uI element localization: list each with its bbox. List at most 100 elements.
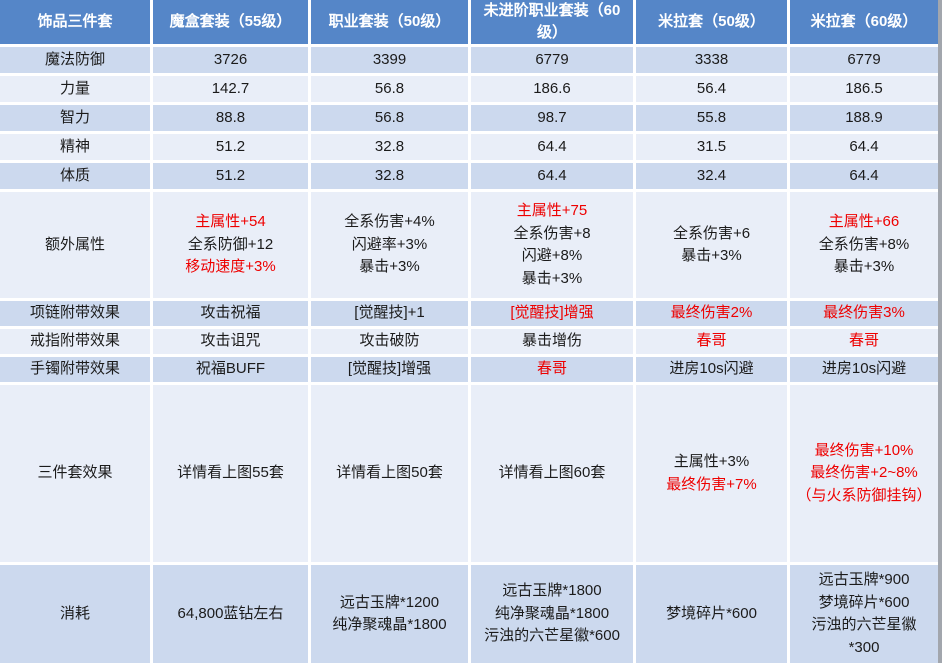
table-cell: 春哥 (790, 329, 938, 354)
table-cell: 51.2 (153, 134, 308, 160)
cell-line: 污浊的六芒星徽*600 (484, 627, 620, 645)
table-cell: 64.4 (471, 163, 633, 189)
table-cell: 远古玉牌*900 梦境碎片*600 污浊的六芒星徽 *300 (790, 565, 938, 663)
cell-line: 最终伤害+2~8% (810, 464, 918, 482)
table-cell: [觉醒技]增强 (471, 301, 633, 326)
cell-line: 全系伤害+6 (672, 224, 751, 242)
row-label-ring-effect: 戒指附带效果 (0, 329, 150, 354)
table-cell: 攻击破防 (311, 329, 468, 354)
cell-line: 64,800蓝钻左右 (177, 604, 284, 622)
table-cell: 32.8 (311, 134, 468, 160)
table-cell: 186.6 (471, 76, 633, 102)
cell-line: 全系伤害+8 (513, 224, 591, 242)
row-label-cost: 消耗 (0, 565, 150, 663)
header-mira-set-60: 米拉套（60级） (790, 0, 938, 44)
cell-line: 最终伤害+10% (814, 441, 914, 459)
cell-line: 主属性+3% (673, 453, 750, 470)
table-cell: 55.8 (636, 105, 787, 131)
table-cell: 56.8 (311, 76, 468, 102)
table-cell: 3399 (311, 47, 468, 73)
cell-line: 远古玉牌*900 (818, 571, 910, 588)
table-cell: 全系伤害+6 暴击+3% (636, 192, 787, 298)
table-cell: 64,800蓝钻左右 (153, 565, 308, 663)
table-cell: 6779 (790, 47, 938, 73)
cell-line: 主属性+66 (828, 213, 900, 231)
table-cell: 186.5 (790, 76, 938, 102)
cell-line: 纯净聚魂晶*1800 (332, 616, 447, 633)
cell-line: 主属性+75 (516, 202, 588, 219)
cell-line: （与火系防御挂钩） (796, 486, 932, 504)
table-cell: 64.4 (790, 134, 938, 160)
cell-line: 暴击+3% (359, 258, 420, 276)
table-cell: 主属性+3% 最终伤害+7% (636, 385, 787, 562)
table-cell: 3726 (153, 47, 308, 73)
table-cell: 主属性+75 全系伤害+8 闪避+8% 暴击+3% (471, 192, 633, 298)
table-cell: 88.8 (153, 105, 308, 131)
cell-line: 远古玉牌*1800 (502, 582, 602, 600)
table-cell: 详情看上图55套 (153, 385, 308, 562)
cell-line: 详情看上图55套 (177, 464, 284, 482)
cell-line: 梦境碎片*600 (666, 604, 757, 622)
table-cell: 祝福BUFF (153, 357, 308, 382)
header-unadvanced-class-set-60: 未进阶职业套装（60级） (471, 0, 633, 44)
cell-line: 详情看上图60套 (498, 464, 606, 482)
row-label-constitution: 体质 (0, 163, 150, 189)
cell-line: 暴击+3% (833, 258, 895, 276)
table-cell: 32.4 (636, 163, 787, 189)
table-cell: 188.9 (790, 105, 938, 131)
cell-line: 主属性+54 (195, 213, 266, 231)
row-label-bracelet-effect: 手镯附带效果 (0, 357, 150, 382)
table-cell: 最终伤害+10% 最终伤害+2~8% （与火系防御挂钩） (790, 385, 938, 562)
table-cell: 主属性+66 全系伤害+8% 暴击+3% (790, 192, 938, 298)
table-cell: 全系伤害+4% 闪避率+3% 暴击+3% (311, 192, 468, 298)
table-cell: 主属性+54 全系防御+12 移动速度+3% (153, 192, 308, 298)
table-cell: [觉醒技]增强 (311, 357, 468, 382)
table-cell: 远古玉牌*1800 纯净聚魂晶*1800 污浊的六芒星徽*600 (471, 565, 633, 663)
table-cell: 98.7 (471, 105, 633, 131)
cell-line: 全系伤害+8% (818, 235, 910, 253)
table-cell: 进房10s闪避 (636, 357, 787, 382)
cell-line: 全系伤害+4% (344, 213, 435, 231)
table-cell: 56.8 (311, 105, 468, 131)
table-cell: 暴击增伤 (471, 329, 633, 354)
row-label-extra-attributes: 额外属性 (0, 192, 150, 298)
table-cell: 进房10s闪避 (790, 357, 938, 382)
row-label-necklace-effect: 项链附带效果 (0, 301, 150, 326)
table-cell: 春哥 (471, 357, 633, 382)
cell-line: 梦境碎片*600 (818, 593, 910, 611)
table-cell: 31.5 (636, 134, 787, 160)
table-cell: 3338 (636, 47, 787, 73)
table-cell: 最终伤害2% (636, 301, 787, 326)
table-cell: 6779 (471, 47, 633, 73)
table-cell: 攻击诅咒 (153, 329, 308, 354)
row-label-set-effect: 三件套效果 (0, 385, 150, 562)
cell-line: 最终伤害+7% (666, 475, 757, 493)
header-set-category: 饰品三件套 (0, 0, 150, 44)
table-cell: 远古玉牌*1200 纯净聚魂晶*1800 (311, 565, 468, 663)
cell-line: 移动速度+3% (185, 258, 276, 276)
table-cell: 51.2 (153, 163, 308, 189)
right-edge-strip (938, 0, 942, 663)
table-cell: 最终伤害3% (790, 301, 938, 326)
table-cell: 攻击祝福 (153, 301, 308, 326)
cell-line: 暴击+3% (681, 247, 742, 264)
table-cell: 32.8 (311, 163, 468, 189)
cell-line: 详情看上图50套 (336, 464, 443, 482)
cell-line: *300 (848, 638, 880, 656)
cell-line: 全系防御+12 (187, 235, 274, 253)
header-class-set-50: 职业套装（50级） (311, 0, 468, 44)
table-cell: 64.4 (471, 134, 633, 160)
cell-line: 闪避率+3% (351, 235, 428, 253)
row-label-intelligence: 智力 (0, 105, 150, 131)
cell-line: 污浊的六芒星徽 (811, 616, 917, 633)
cell-line: 远古玉牌*1200 (339, 593, 440, 611)
table-cell: [觉醒技]+1 (311, 301, 468, 326)
header-mira-set-50: 米拉套（50级） (636, 0, 787, 44)
cell-line: 暴击+3% (521, 269, 583, 287)
row-label-spirit: 精神 (0, 134, 150, 160)
header-mohe-set-55: 魔盒套装（55级） (153, 0, 308, 44)
cell-line: 纯净聚魂晶*1800 (494, 604, 610, 622)
table-cell: 详情看上图50套 (311, 385, 468, 562)
row-label-magic-defense: 魔法防御 (0, 47, 150, 73)
